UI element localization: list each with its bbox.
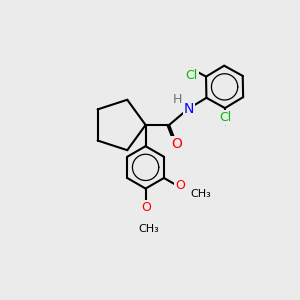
- Text: O: O: [141, 201, 151, 214]
- Text: Cl: Cl: [219, 111, 231, 124]
- Text: Cl: Cl: [186, 69, 198, 82]
- Text: O: O: [171, 137, 182, 151]
- Text: H: H: [172, 93, 182, 106]
- Text: CH₃: CH₃: [190, 189, 211, 199]
- Text: N: N: [184, 102, 194, 116]
- Text: CH₃: CH₃: [138, 224, 159, 234]
- Text: O: O: [175, 179, 185, 192]
